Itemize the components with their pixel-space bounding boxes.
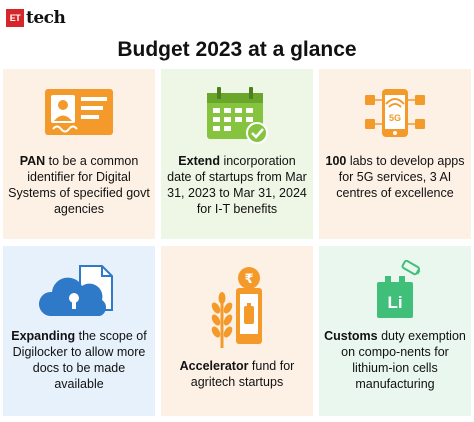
page-title: Budget 2023 at a glance bbox=[117, 38, 357, 61]
calendar-check-icon bbox=[161, 83, 313, 147]
lithium-battery-icon: Li bbox=[319, 260, 471, 324]
logo-tech-text: tech bbox=[26, 8, 66, 28]
cloud-lock-document-icon bbox=[3, 260, 155, 324]
card-pan-text: PAN to be a common identifier for Digita… bbox=[8, 154, 150, 216]
id-card-icon bbox=[3, 83, 155, 147]
card-pan: PAN to be a common identifier for Digita… bbox=[3, 69, 155, 239]
svg-text:5G: 5G bbox=[389, 113, 401, 123]
card-digilocker: Expanding the scope of Digilocker to all… bbox=[3, 246, 155, 416]
card-digilocker-text: Expanding the scope of Digilocker to all… bbox=[11, 329, 147, 391]
wheat-phone-rupee-icon: ₹ bbox=[161, 260, 313, 356]
card-accelerator-text: Accelerator fund for agritech startups bbox=[179, 359, 295, 389]
phone-5g-icon: 5G bbox=[319, 83, 471, 147]
svg-text:Li: Li bbox=[387, 293, 402, 312]
svg-text:₹: ₹ bbox=[244, 272, 253, 287]
card-customs-text: Customs duty exemption on compo-nents fo… bbox=[324, 329, 466, 391]
card-accelerator: ₹ Accelerator fund for agritech startups bbox=[161, 246, 313, 416]
card-extend-text: Extend incorporation date of startups fr… bbox=[167, 154, 307, 216]
card-customs: Li Customs duty exemption on compo-nents… bbox=[319, 246, 471, 416]
card-5g-labs-text: 100 labs to develop apps for 5G services… bbox=[325, 154, 465, 200]
logo-et-badge: ET bbox=[6, 9, 24, 27]
et-tech-logo: ET tech bbox=[6, 8, 66, 28]
card-extend: Extend incorporation date of startups fr… bbox=[161, 69, 313, 239]
card-5g-labs: 5G 100 labs to develop apps for 5G servi… bbox=[319, 69, 471, 239]
